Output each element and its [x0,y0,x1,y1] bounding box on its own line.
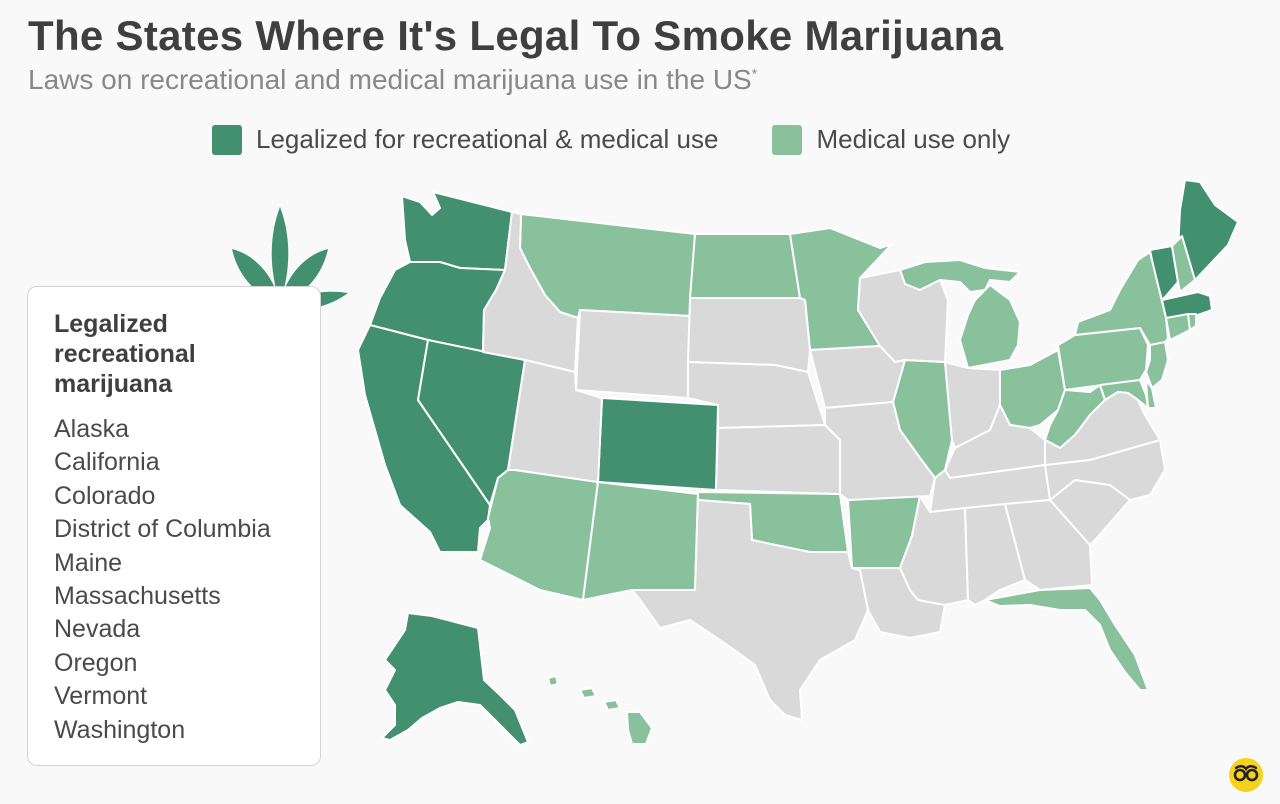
list-item: Maine [54,548,123,577]
list-item: California [54,448,160,477]
statista-logo-icon [1229,758,1263,792]
state-MS [899,495,969,606]
state-WI [857,269,949,363]
legend: Legalized for recreational & medical use… [212,124,1010,155]
state-NJ [1145,341,1169,389]
state-FL [984,587,1149,691]
state-HI [547,675,653,745]
list-item: Nevada [54,615,141,644]
state-AK [381,612,529,746]
state-UT [507,359,603,483]
legend-item-medical: Medical use only [772,124,1010,155]
state-NY [1074,251,1169,351]
list-item: Washington [54,715,186,744]
state-ID [482,211,579,373]
legend-swatch-recreational [212,124,242,155]
state-NM [582,481,699,601]
legalized-states-panel: Legalized recreational marijuana Alaska … [27,286,321,766]
list-item: Alaska [54,415,130,443]
state-WY [575,309,691,399]
state-RI [1187,313,1197,331]
legend-label-recreational: Legalized for recreational & medical use [256,124,719,154]
state-CO [597,397,719,491]
subtitle-footnote-mark: * [751,65,758,82]
state-WA [401,191,513,271]
state-AZ [479,469,599,601]
list-item: District of Columbia [54,515,271,544]
state-TX [631,493,869,721]
panel-heading: Legalized recreational marijuana [54,310,196,398]
list-item: Oregon [54,648,138,677]
list-item: Massachusetts [54,582,221,611]
state-CT [1165,313,1191,341]
state-KS [715,424,841,495]
state-MO [824,401,936,501]
state-VA [1044,391,1161,466]
legend-swatch-medical [772,124,803,155]
legalized-states-list: Alaska California Colorado District of C… [54,413,271,747]
state-ME [1177,179,1239,291]
subtitle-text: Laws on recreational and medical marijua… [28,64,752,95]
legend-label-medical: Medical use only [816,124,1011,154]
state-NH [1171,235,1196,293]
list-item: Colorado [54,481,156,510]
list-item: Vermont [54,682,148,711]
state-SD [687,297,811,373]
chart-title: The States Where It's Legal To Smoke Mar… [28,12,1004,59]
legend-item-recreational: Legalized for recreational & medical use [212,124,718,155]
state-ND [689,233,801,299]
chart-subtitle: Laws on recreational and medical marijua… [28,64,757,96]
